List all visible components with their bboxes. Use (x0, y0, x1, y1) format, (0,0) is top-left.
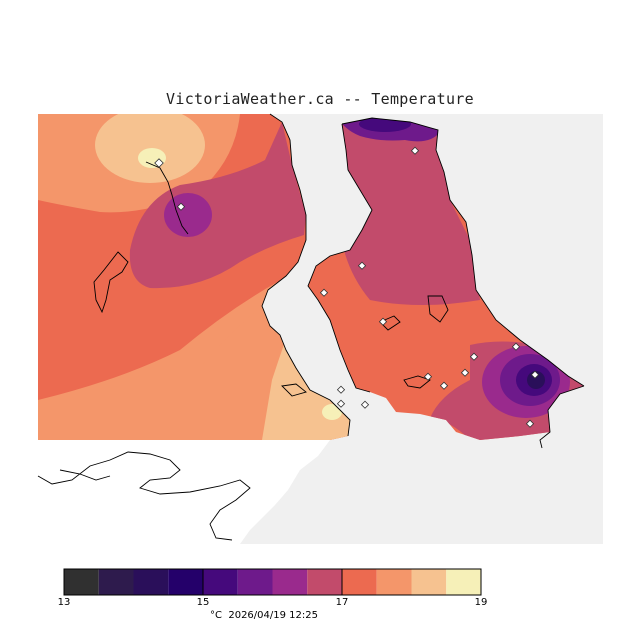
timestamp-label: 2026/04/19 12:25 (228, 610, 318, 621)
colorbar-swatch (307, 569, 342, 595)
station-marker[interactable] (154, 158, 164, 168)
station-marker[interactable] (360, 400, 370, 409)
station-marker[interactable] (439, 381, 449, 390)
colorbar-swatch (133, 569, 169, 595)
colorbar-swatch (272, 569, 308, 595)
colorbar-swatch (411, 569, 447, 595)
colorbar-swatch (342, 569, 377, 595)
map-title: VictoriaWeather.ca -- Temperature (166, 90, 474, 108)
colorbar-tick-17: 17 (335, 597, 349, 608)
colorbar-footer: °C 2026/04/19 12:25 (210, 610, 318, 621)
colorbar-swatch (64, 569, 99, 595)
station-marker[interactable] (410, 146, 420, 155)
station-marker[interactable] (511, 342, 521, 351)
station-marker[interactable] (176, 202, 186, 211)
colorbar-tick-19: 19 (474, 597, 488, 608)
colorbar-swatch (376, 569, 412, 595)
colorbar-swatch (203, 569, 238, 595)
units-label: °C (210, 610, 222, 621)
colorbar-tick-15: 15 (196, 597, 210, 608)
coastlines (37, 113, 585, 541)
colorbar-tick-13: 13 (57, 597, 71, 608)
station-marker[interactable] (423, 372, 433, 381)
station-marker[interactable] (530, 370, 540, 379)
colorbar-swatch (168, 569, 203, 595)
station-marker[interactable] (469, 352, 479, 361)
station-marker[interactable] (357, 261, 367, 270)
station-marker[interactable] (336, 385, 346, 394)
colorbar-swatch (446, 569, 481, 595)
station-marker[interactable] (319, 288, 329, 297)
station-marker[interactable] (378, 317, 388, 326)
station-marker[interactable] (460, 368, 470, 377)
colorbar-swatch (237, 569, 273, 595)
weather-stations (154, 146, 540, 428)
colorbar-swatch (98, 569, 134, 595)
station-marker[interactable] (525, 419, 535, 428)
station-marker[interactable] (336, 399, 346, 408)
colorbar (63, 568, 482, 596)
